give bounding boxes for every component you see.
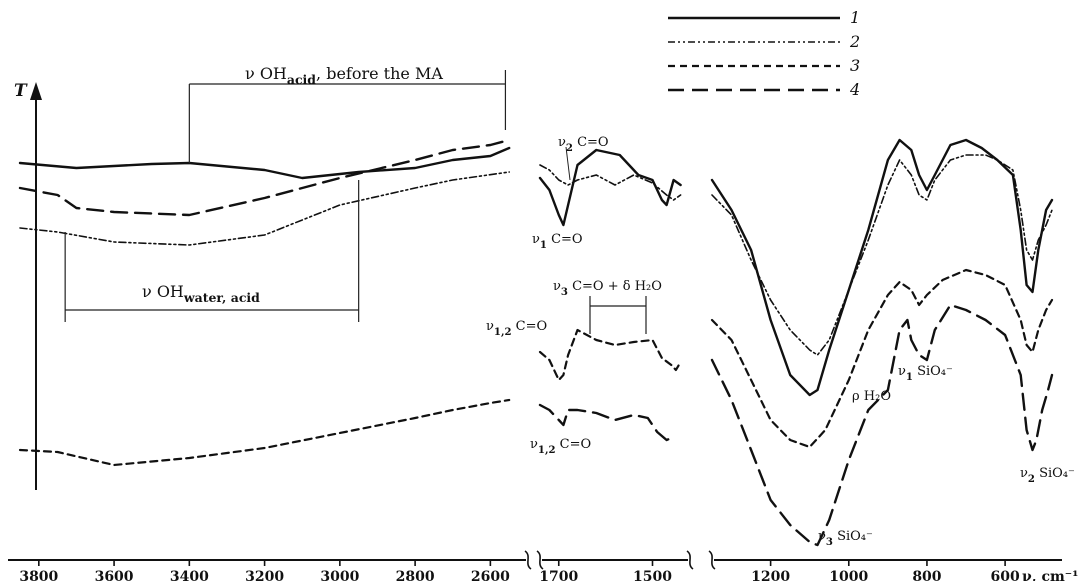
series-3-segment-1 (18, 398, 511, 467)
range-bracket-oh-water (64, 180, 360, 322)
series-4-segment-1 (18, 138, 511, 217)
x-tick-label: 3000 (320, 569, 359, 581)
legend-label-2: 2 (849, 32, 860, 51)
pointer-v2-co (565, 146, 571, 181)
x-tick-label: 3400 (170, 569, 209, 581)
y-axis-arrow (30, 82, 42, 100)
annotation-v1-sio4: ν1 SiO₄⁻ (898, 364, 953, 383)
series-1-segment-1 (18, 146, 511, 180)
series-2-segment-2 (539, 164, 682, 201)
x-tick-label: 2800 (396, 569, 435, 581)
axis-break-mark (686, 550, 694, 570)
annotation-v2-sio4: ν2 SiO₄⁻ (1020, 466, 1075, 485)
series-1-segment-2 (538, 148, 682, 227)
annotation-oh-water-acid: ν OHwater, acid (142, 282, 260, 305)
x-tick-label: 3200 (245, 569, 284, 581)
series-4-segment-2 (538, 403, 673, 442)
axis-break-mark (536, 550, 544, 570)
x-tick-label: 1500 (633, 569, 672, 581)
series-1-segment-3 (710, 138, 1054, 397)
x-tick-labels: 3800 3600 3400 3200 3000 2800 2600 1700 1500 1200… (19, 560, 1078, 581)
series-3-segment-3 (710, 268, 1054, 449)
x-tick-label: 1200 (751, 569, 790, 581)
annotation-v12-co-upper: ν1,2 C=O (486, 319, 547, 338)
x-tick-label: 1000 (829, 569, 868, 581)
axes: T (8, 81, 1062, 570)
x-tick-label: 1700 (539, 569, 578, 581)
legend-label-3: 3 (850, 56, 860, 75)
range-bracket-co-h2o (589, 296, 647, 334)
series-4-segment-3 (710, 303, 1054, 547)
x-tick-label: 3800 (19, 569, 58, 581)
series-2-segment-1 (19, 171, 510, 246)
annotation-oh-acid: ν OHacid, before the MA (245, 64, 443, 87)
annotation-v3-co-h2o: ν3 C=O + δ H₂O (553, 279, 662, 298)
axis-break-mark (708, 550, 716, 570)
annotation-v2-co: ν2 C=O (558, 135, 609, 154)
legend-label-1: 1 (850, 8, 860, 27)
x-tick-label: 2600 (471, 569, 510, 581)
y-axis-label: T (14, 81, 28, 101)
annotation-v12-co-lower: ν1,2 C=O (530, 437, 591, 456)
range-bracket-oh-acid (188, 70, 507, 163)
annotation-rho-h2o: ρ H₂O (852, 389, 891, 404)
series-2-segment-3 (711, 154, 1053, 356)
x-tick-label: 600 (990, 569, 1019, 581)
spectra-curves (18, 138, 1054, 547)
x-tick-label: 3600 (95, 569, 134, 581)
annotations: ν OHacid, before the MA ν OHwater, acid ν1… (64, 64, 1075, 548)
x-tick-label: 800 (912, 569, 941, 581)
legend-label-4: 4 (849, 80, 860, 99)
axis-break-mark (524, 550, 532, 570)
x-axis-label: ν, cm⁻¹ (1022, 569, 1078, 581)
annotation-v1-co: ν1 C=O (532, 232, 583, 251)
annotation-v3-sio4: ν3 SiO₄⁻ (818, 529, 873, 548)
series-3-segment-2 (538, 328, 682, 382)
legend: 1 2 3 4 (668, 8, 860, 99)
